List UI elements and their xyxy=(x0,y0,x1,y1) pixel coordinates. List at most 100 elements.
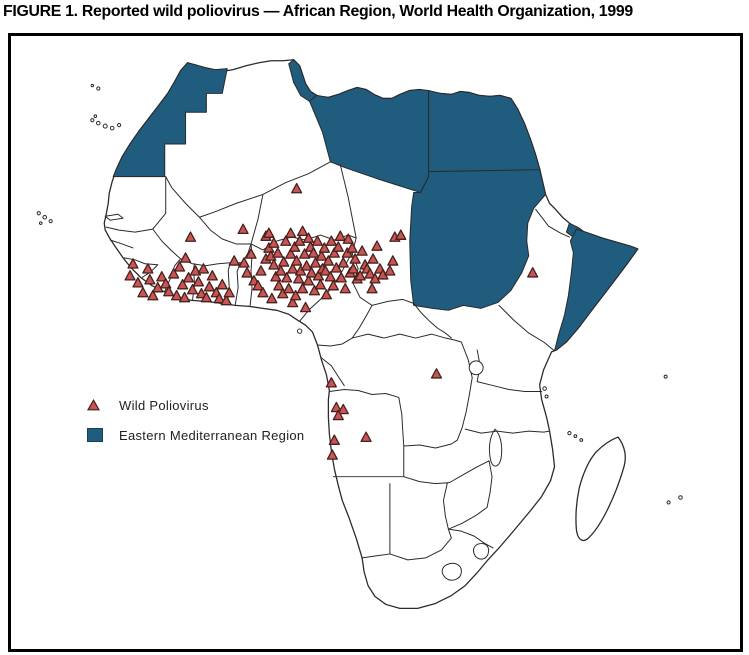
borders-west-africa xyxy=(104,176,253,307)
wild-poliovirus-marker xyxy=(294,235,306,246)
wild-poliovirus-marker xyxy=(137,286,149,298)
wild-poliovirus-marker xyxy=(320,288,333,300)
wild-poliovirus-marker xyxy=(302,232,315,243)
wild-poliovirus-marker xyxy=(366,282,378,294)
emro-tunisia xyxy=(288,59,317,102)
legend-label: Wild Poliovirus xyxy=(119,397,209,413)
wild-poliovirus-marker xyxy=(309,257,322,268)
triangle-icon xyxy=(87,399,100,411)
wild-poliovirus-marker xyxy=(318,242,331,253)
wild-poliovirus-marker xyxy=(298,248,311,259)
wild-poliovirus-marker xyxy=(430,368,443,379)
wild-poliovirus-marker xyxy=(342,233,354,244)
wild-poliovirus-marker xyxy=(268,237,280,248)
legend-item-wild-poliovirus: Wild Poliovirus xyxy=(87,394,304,416)
wild-poliovirus-marker xyxy=(142,263,154,274)
wild-poliovirus-marker xyxy=(367,253,379,264)
wild-poliovirus-marker xyxy=(156,271,168,282)
wild-poliovirus-marker xyxy=(308,284,321,296)
wild-poliovirus-marker xyxy=(299,301,312,313)
wild-poliovirus-marker xyxy=(302,275,315,286)
wild-poliovirus-marker xyxy=(311,235,324,246)
wild-poliovirus-marker xyxy=(278,256,290,267)
wild-poliovirus-marker xyxy=(220,294,232,306)
wild-poliovirus-marker xyxy=(287,263,299,274)
wild-poliovirus-marker xyxy=(124,270,136,281)
wild-poliovirus-marker xyxy=(213,292,225,304)
wild-poliovirus-marker xyxy=(266,292,278,304)
wild-poliovirus-marker xyxy=(195,287,208,299)
islands xyxy=(36,83,683,505)
wild-poliovirus-marker xyxy=(273,279,285,291)
wild-poliovirus-marker xyxy=(527,267,539,278)
wild-poliovirus-marker xyxy=(132,276,144,288)
wild-poliovirus-marker xyxy=(330,401,342,413)
wild-poliovirus-marker xyxy=(182,272,195,283)
wild-poliovirus-marker xyxy=(339,282,351,294)
emro-libya xyxy=(309,87,430,193)
emro-somalia xyxy=(554,228,639,352)
wild-poliovirus-marker xyxy=(305,267,318,278)
wild-poliovirus-marker xyxy=(289,241,301,252)
wild-poliovirus-marker xyxy=(127,258,139,269)
wild-poliovirus-marker xyxy=(360,431,372,442)
emro-morocco-western-sahara xyxy=(112,62,228,178)
wild-poliovirus-marker xyxy=(384,265,396,276)
wild-poliovirus-marker xyxy=(192,276,205,287)
wild-poliovirus-marker xyxy=(171,289,183,301)
wild-poliovirus-marker xyxy=(168,268,180,279)
wild-poliovirus-marker xyxy=(296,225,309,236)
wild-poliovirus-marker xyxy=(263,227,275,238)
wild-poliovirus-marker xyxy=(293,273,305,284)
wild-poliovirus-marker xyxy=(160,277,172,289)
wild-poliovirus-marker xyxy=(291,182,303,194)
wild-poliovirus-marker xyxy=(300,260,313,271)
wild-poliovirus-marker xyxy=(332,409,344,421)
emro-egypt xyxy=(428,89,541,173)
wild-poliovirus-marker xyxy=(346,242,358,253)
square-swatch-icon xyxy=(87,428,103,442)
wild-poliovirus-marker xyxy=(186,283,199,295)
emro-shaded-region xyxy=(112,59,639,352)
wild-poliovirus-marker xyxy=(291,255,303,266)
wild-poliovirus-marker xyxy=(178,291,191,303)
map-panel: Wild Poliovirus Eastern Mediterranean Re… xyxy=(8,33,743,652)
wild-poliovirus-marker xyxy=(285,248,297,259)
lake-victoria xyxy=(468,360,484,376)
wild-poliovirus-marker xyxy=(275,265,287,276)
wild-poliovirus-marker xyxy=(395,229,407,240)
africa-map xyxy=(36,59,683,610)
wild-poliovirus-marker xyxy=(337,257,349,268)
wild-poliovirus-marker xyxy=(237,223,249,235)
wild-poliovirus-marker xyxy=(328,247,340,258)
wild-poliovirus-marker xyxy=(272,247,284,258)
wild-poliovirus-marker xyxy=(268,259,280,270)
wild-poliovirus-marker xyxy=(287,296,299,308)
wild-poliovirus-marker xyxy=(255,265,267,276)
wild-poliovirus-marker xyxy=(174,261,186,272)
wild-poliovirus-marker xyxy=(354,270,366,281)
wild-poliovirus-marker xyxy=(228,255,240,266)
wild-poliovirus-marker xyxy=(152,281,164,293)
wild-poliovirus-marker xyxy=(223,286,235,298)
wild-poliovirus-marker xyxy=(197,263,210,274)
wild-poliovirus-markers xyxy=(124,182,539,460)
wild-poliovirus-marker xyxy=(176,278,189,290)
wild-poliovirus-marker xyxy=(334,230,346,241)
legend-item-emro: Eastern Mediterranean Region xyxy=(87,424,304,446)
wild-poliovirus-marker xyxy=(179,252,192,263)
wild-poliovirus-marker xyxy=(325,235,337,246)
wild-poliovirus-marker xyxy=(315,250,328,261)
wild-poliovirus-marker xyxy=(337,403,349,415)
wild-poliovirus-marker xyxy=(252,279,264,291)
wild-poliovirus-marker xyxy=(238,257,250,268)
borders-southern-africa xyxy=(361,460,494,581)
wild-poliovirus-marker xyxy=(332,241,344,252)
wild-poliovirus-marker xyxy=(203,280,215,292)
figure-title: FIGURE 1. Reported wild poliovirus — Afr… xyxy=(3,3,633,20)
wild-poliovirus-marker xyxy=(387,255,399,266)
wild-poliovirus-marker xyxy=(319,265,332,276)
wild-poliovirus-marker xyxy=(144,274,156,285)
wild-poliovirus-marker xyxy=(200,291,212,303)
